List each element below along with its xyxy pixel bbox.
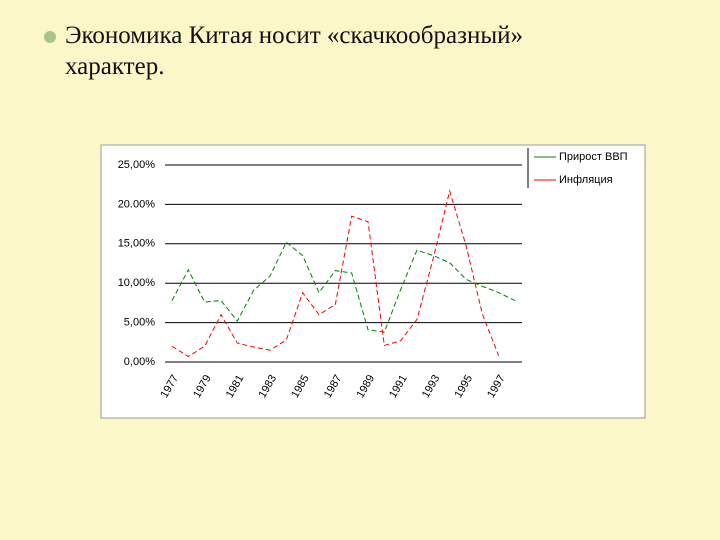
- y-tick-label: 0,00%: [124, 356, 155, 368]
- chart-area: [100, 144, 646, 419]
- y-tick-label: 5,00%: [124, 317, 155, 329]
- series-line: [171, 189, 500, 358]
- series-line: [171, 241, 516, 333]
- y-tick-label: 10,00%: [118, 277, 156, 289]
- bullet-marker: [44, 31, 56, 43]
- y-tick-label: 20.00%: [118, 198, 156, 210]
- y-tick-label: 25,00%: [118, 159, 156, 171]
- legend-label: Инфляция: [559, 174, 613, 186]
- y-tick-label: 15,00%: [118, 238, 156, 250]
- bullet-text: Экономика Китая носит «скачкообразный» х…: [65, 22, 524, 80]
- legend-label: Прирост ВВП: [559, 151, 628, 163]
